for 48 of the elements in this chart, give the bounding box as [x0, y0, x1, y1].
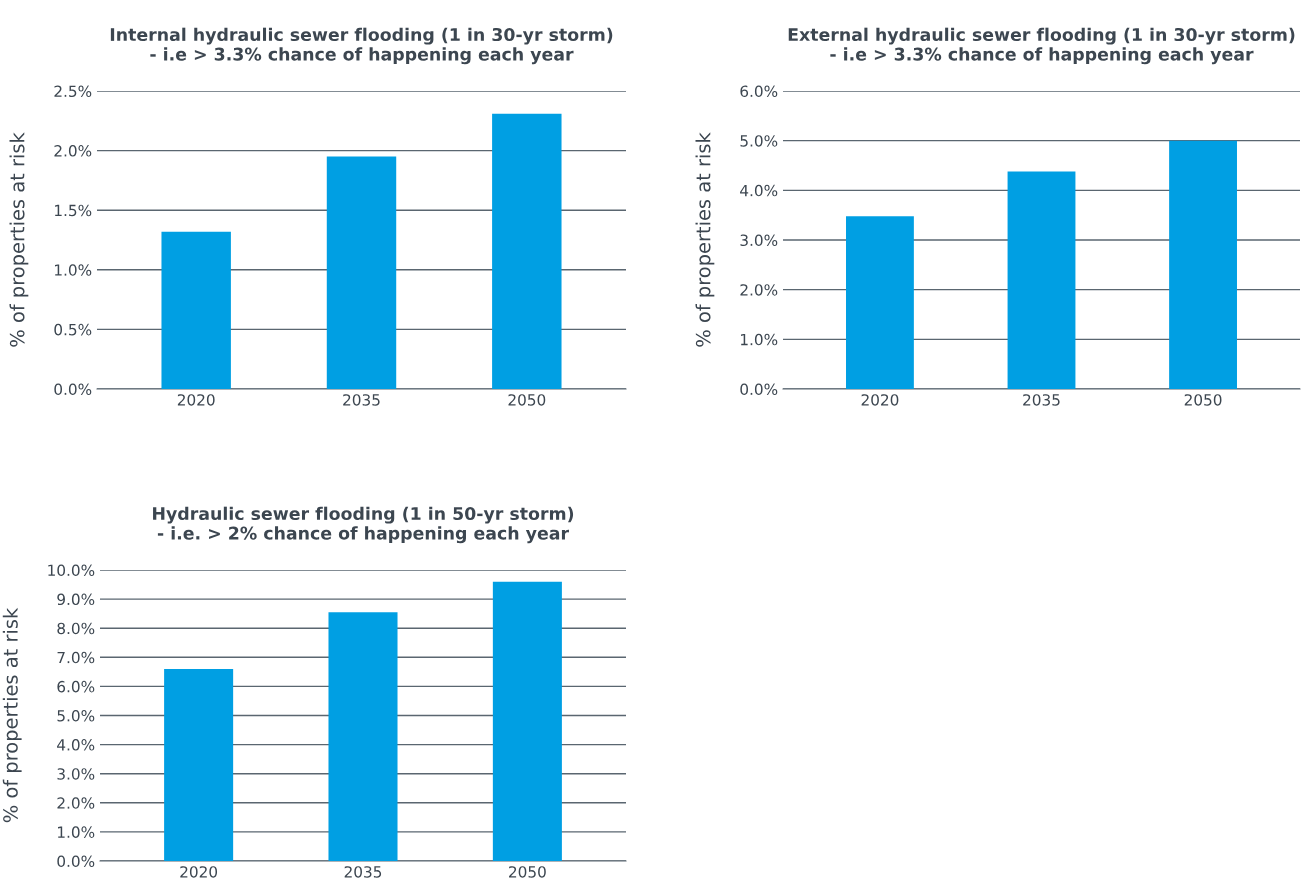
bar — [161, 231, 231, 389]
y-tick-label: 3.0% — [740, 234, 778, 247]
y-tick-label: 8.0% — [57, 622, 95, 635]
bar — [164, 668, 234, 861]
y-axis-title: % of properties at risk — [9, 132, 29, 347]
x-tick-label: 2035 — [344, 866, 382, 878]
chart-title: Internal hydraulic sewer flooding (1 in 30-yr storm) - i.e > 3.3% chance of happening each year — [110, 27, 613, 65]
bar — [1169, 140, 1237, 389]
x-tick-label: 2020 — [861, 394, 899, 406]
chart-title: Hydraulic sewer flooding (1 in 50-yr storm) - i.e. > 2% chance of happening each year — [153, 506, 574, 544]
bar — [1007, 171, 1076, 389]
y-axis-title: % of properties at risk — [695, 132, 715, 347]
bar — [492, 581, 562, 861]
y-tick-label: 1.0% — [741, 333, 778, 346]
y-tick-label: 4.0% — [740, 184, 778, 197]
y-tick-label: 1.5% — [55, 204, 92, 217]
bar — [326, 156, 397, 389]
y-tick-label: 7.0% — [57, 651, 95, 664]
bar — [846, 216, 914, 389]
y-tick-label: 6.0% — [57, 680, 95, 693]
x-tick-label: 2035 — [343, 394, 380, 406]
y-tick-label: 2.0% — [740, 284, 778, 296]
x-tick-label: 2035 — [1023, 394, 1060, 406]
y-tick-label: 1.0% — [55, 264, 92, 276]
y-tick-label: 6.0% — [740, 85, 778, 98]
x-tick-label: 2050 — [509, 866, 546, 878]
y-axis-title: % of properties at risk — [2, 607, 22, 823]
y-tick-label: 2.0% — [57, 797, 95, 809]
y-tick-label: 9.0% — [57, 593, 95, 606]
y-tick-label: 2.0% — [54, 145, 92, 157]
y-tick-label: 3.0% — [57, 768, 95, 780]
y-tick-label: 10.0% — [48, 564, 95, 577]
x-tick-label: 2050 — [508, 394, 546, 406]
chart-title: External hydraulic sewer flooding (1 in 30-yr storm) - i.e > 3.3% chance of happening each year — [788, 27, 1295, 65]
y-tick-label: 2.5% — [54, 85, 92, 98]
y-tick-label: 4.0% — [57, 739, 95, 751]
x-tick-label: 2050 — [1184, 394, 1222, 406]
y-tick-label: 0.0% — [740, 383, 778, 396]
y-tick-label: 0.0% — [54, 383, 92, 396]
y-tick-label: 0.5% — [54, 323, 92, 336]
x-tick-label: 2020 — [177, 394, 215, 406]
y-tick-label: 0.0% — [57, 855, 95, 868]
bar — [492, 113, 562, 389]
x-tick-label: 2020 — [180, 866, 218, 878]
y-tick-label: 1.0% — [58, 826, 95, 838]
bar — [328, 612, 398, 861]
y-tick-label: 5.0% — [57, 709, 95, 722]
y-tick-label: 5.0% — [740, 135, 778, 147]
